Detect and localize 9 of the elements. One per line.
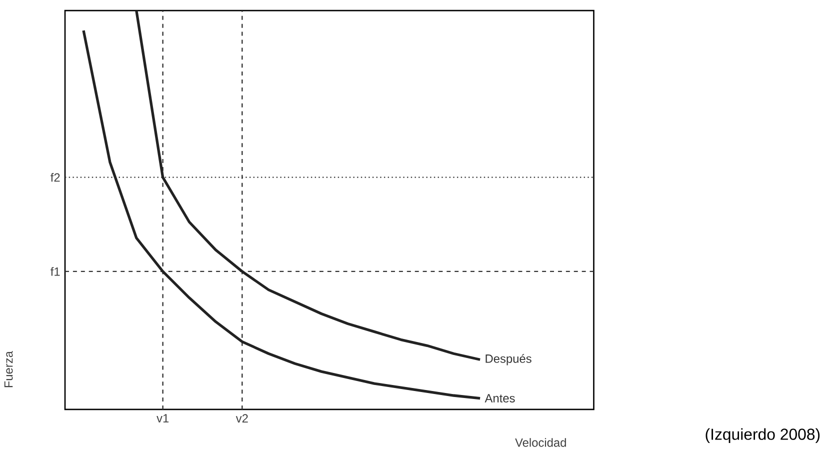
x-axis-title: Velocidad <box>515 438 566 447</box>
ref-line-label: f1 <box>50 267 60 276</box>
series-label: Después <box>486 354 532 366</box>
x-tick-label: v1 <box>156 414 169 422</box>
text: (Izquierdo 2008) <box>706 428 820 444</box>
series-label: Antes <box>484 394 515 402</box>
x-tick-label: v2 <box>236 414 248 422</box>
y-axis-title: Fuerza <box>4 350 13 388</box>
ref-line-label: f2 <box>50 172 60 182</box>
